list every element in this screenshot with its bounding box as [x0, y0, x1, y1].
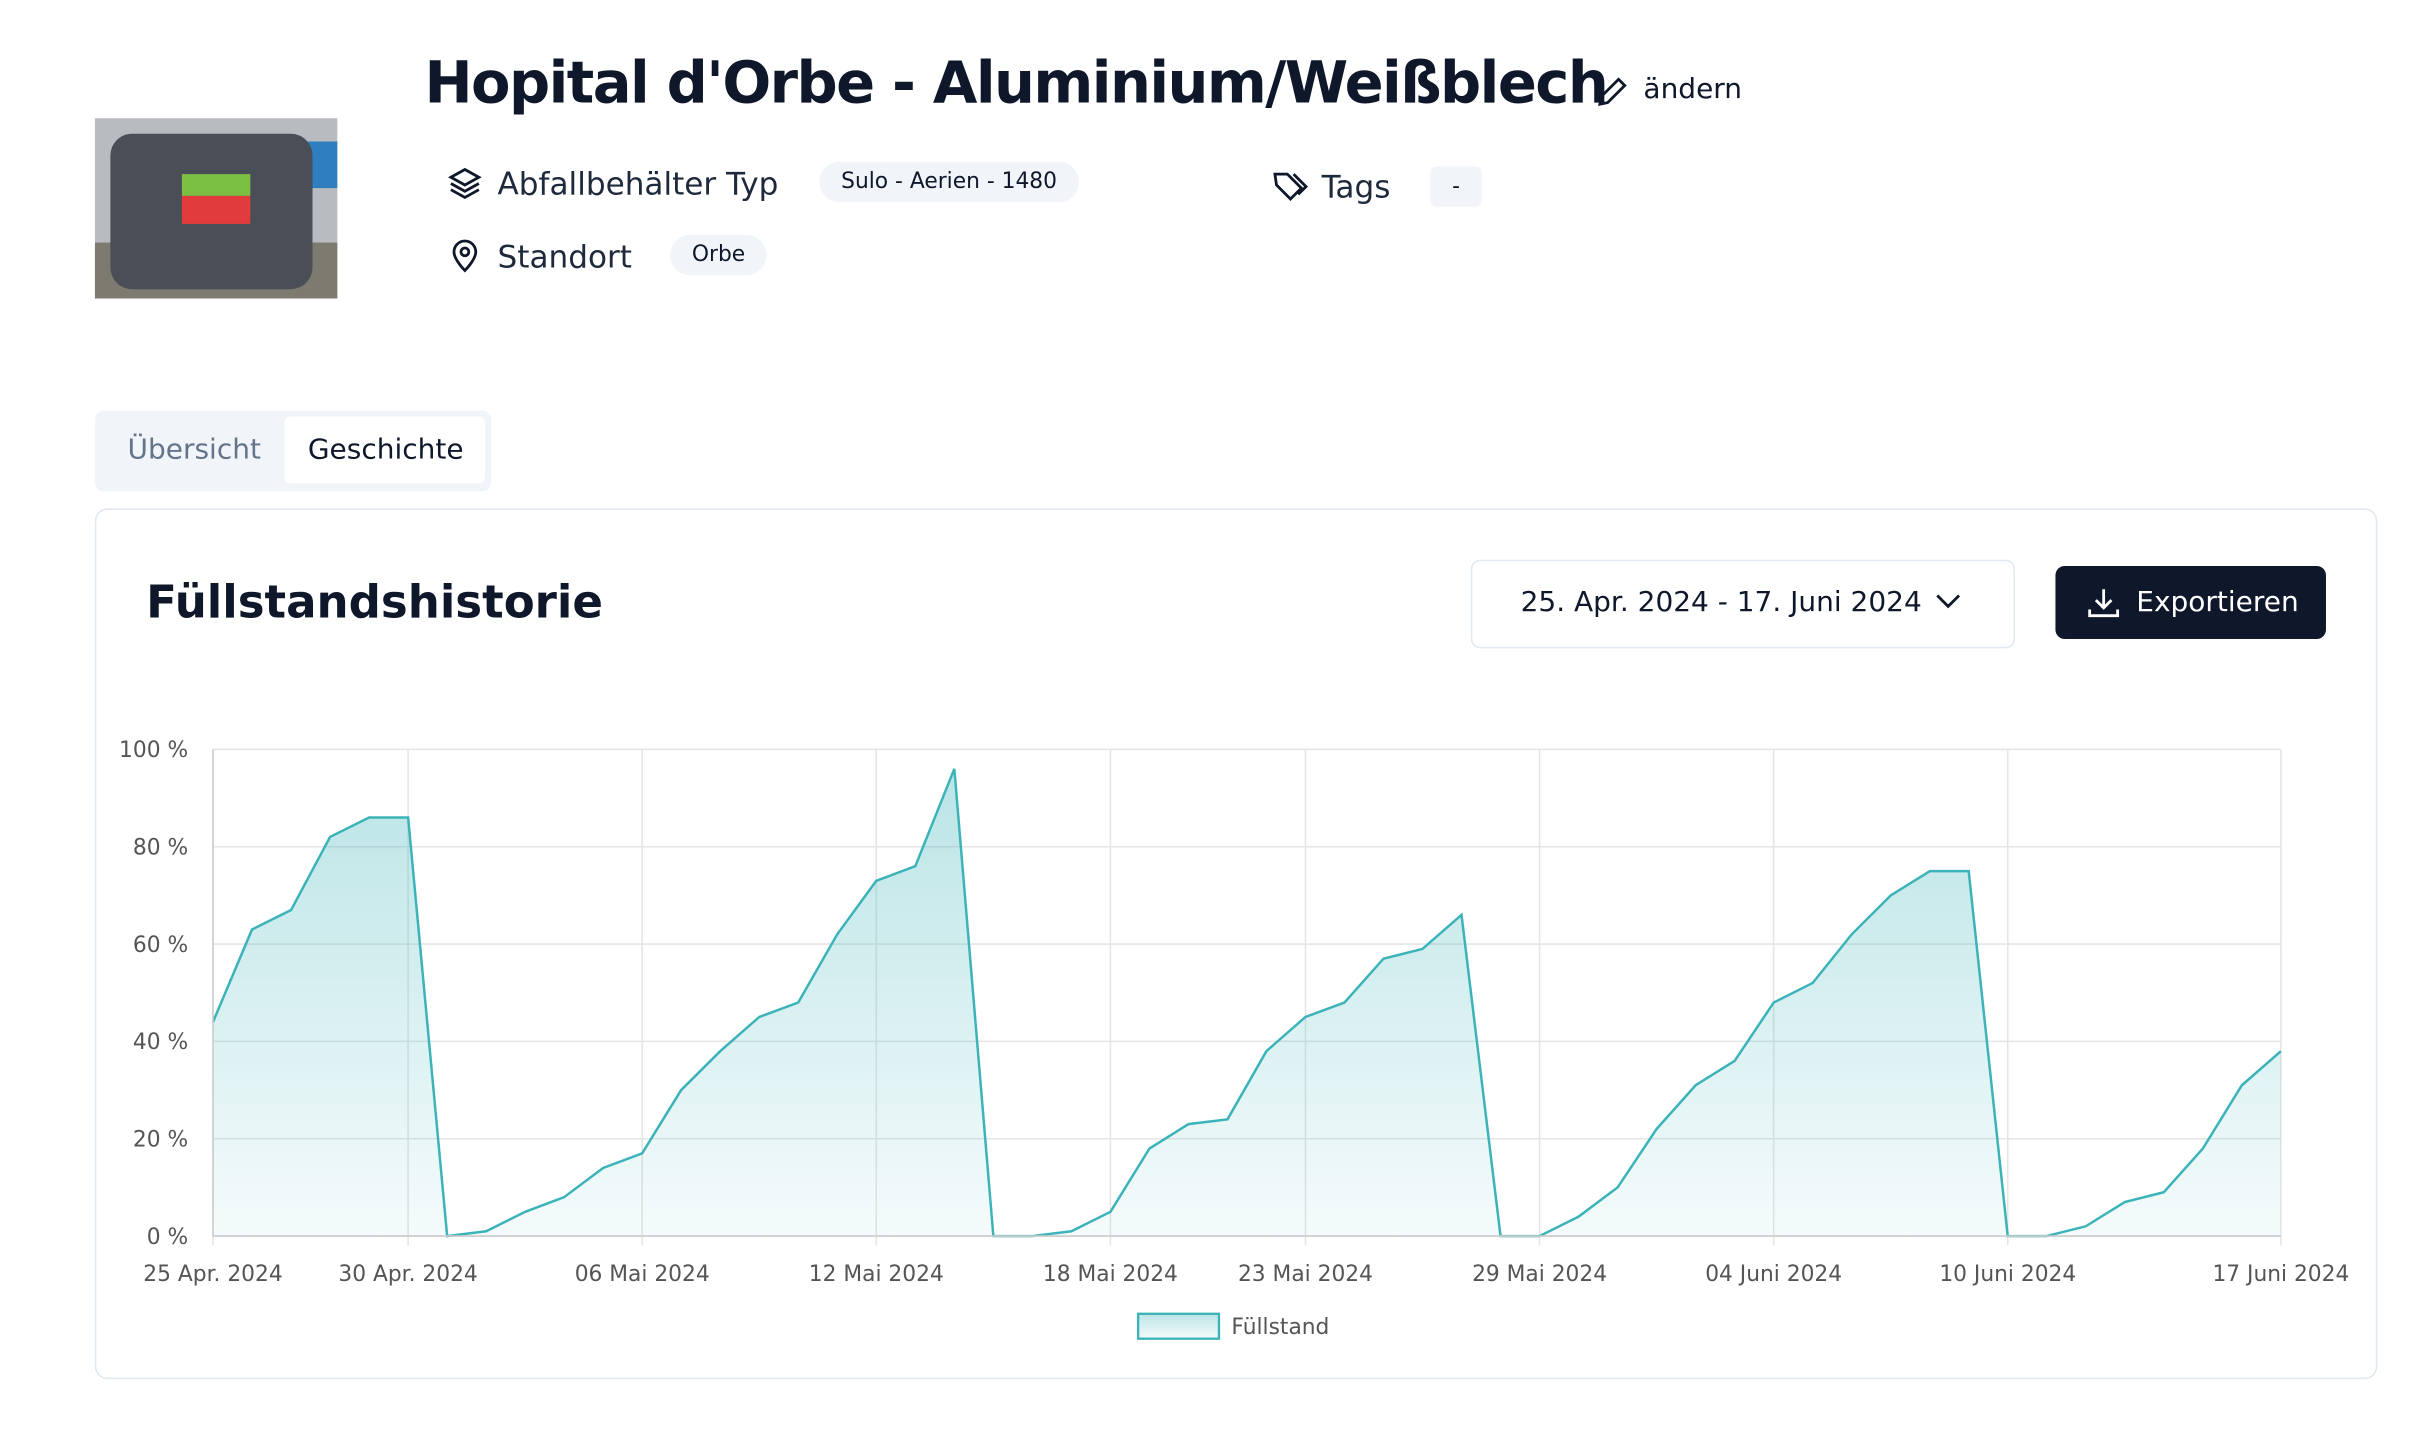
x-tick-label: 12 Mai 2024	[809, 1262, 944, 1287]
x-tick-label: 17 Juni 2024	[2212, 1262, 2349, 1287]
tags-label: Tags	[1321, 167, 1391, 206]
card	[94, 508, 2378, 1380]
x-tick-label: 29 Mai 2024	[1472, 1262, 1607, 1287]
edit-icon	[1598, 77, 1627, 106]
legend-label: Füllstand	[1231, 1315, 1329, 1340]
container-photo	[94, 118, 338, 299]
x-tick-label: 06 Mai 2024	[575, 1262, 710, 1287]
x-tick-label: 10 Juni 2024	[1939, 1262, 2076, 1287]
y-tick-label: 0 %	[147, 1225, 188, 1250]
location-label: Standort	[497, 237, 632, 276]
tab-active[interactable]: Geschichte	[307, 433, 464, 467]
export-label: Exportieren	[2136, 586, 2299, 619]
edit-button[interactable]: ändern	[1643, 73, 1743, 106]
x-tick-label: 04 Juni 2024	[1705, 1262, 1842, 1287]
location-value: Orbe	[670, 234, 767, 276]
type-label: Abfallbehälter Typ	[497, 164, 779, 203]
x-tick-label: 30 Apr. 2024	[338, 1262, 477, 1287]
export-button[interactable]	[2055, 565, 2326, 640]
y-tick-label: 20 %	[133, 1128, 188, 1153]
legend-swatch	[1136, 1312, 1221, 1340]
x-tick-label: 23 Mai 2024	[1238, 1262, 1373, 1287]
date-picker[interactable]	[1470, 559, 2016, 649]
area	[213, 768, 2281, 1237]
tab-active-bg	[284, 416, 486, 484]
tags-value: -	[1430, 166, 1482, 207]
location-icon	[452, 239, 478, 273]
tag-icon	[1273, 172, 1309, 201]
x-tick-label: 18 Mai 2024	[1043, 1262, 1178, 1287]
layers-icon	[448, 167, 482, 200]
page-title: Hopital d'Orbe - Aluminium/Weißblech	[424, 49, 1608, 117]
y-tick-label: 80 %	[133, 836, 188, 861]
y-tick-label: 60 %	[133, 933, 188, 958]
y-tick-label: 40 %	[133, 1030, 188, 1055]
date-range: 25. Apr. 2024 - 17. Juni 2024	[1520, 586, 1922, 619]
chevron	[1936, 594, 1961, 609]
x-tick-label: 25 Apr. 2024	[143, 1262, 282, 1287]
y-tick-label: 100 %	[119, 738, 188, 763]
line	[211, 768, 2282, 1238]
card-title: Füllstandshistorie	[146, 575, 603, 629]
download-icon	[2088, 589, 2120, 618]
tab[interactable]: Übersicht	[127, 433, 261, 467]
type-value: Sulo - Aerien - 1480	[819, 161, 1079, 203]
